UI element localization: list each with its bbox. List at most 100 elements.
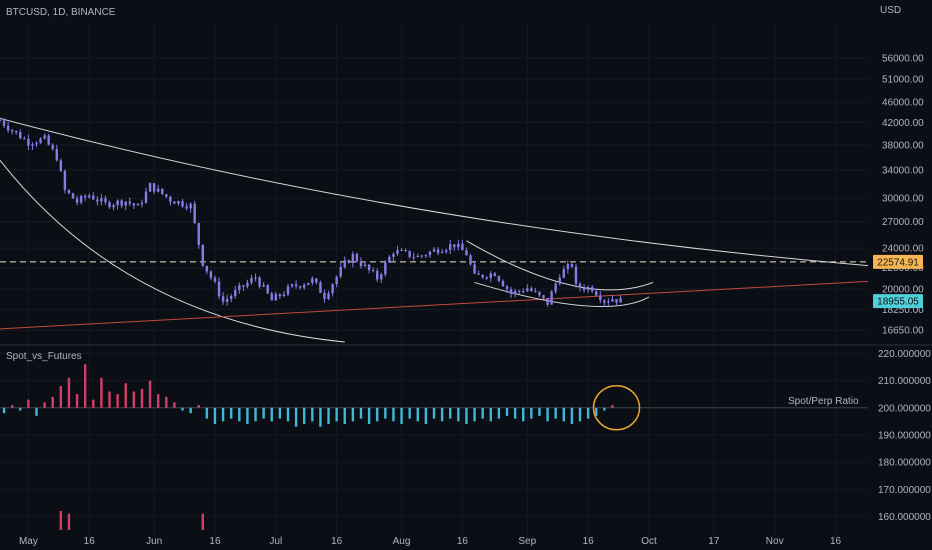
candle-body <box>156 188 160 192</box>
candle-body <box>376 270 379 280</box>
candle-body <box>347 260 351 263</box>
histogram-bar <box>189 407 192 414</box>
trendlines <box>0 117 869 343</box>
histogram-bar <box>311 407 314 422</box>
candle-body <box>335 276 338 285</box>
candle-body <box>489 273 492 279</box>
histogram-bar <box>327 407 330 425</box>
candle-body <box>193 203 196 223</box>
histogram-bar <box>148 380 152 408</box>
histogram-bar <box>465 407 468 425</box>
candle-body <box>161 188 164 195</box>
candle-body <box>104 198 107 203</box>
histogram-bar <box>384 407 387 419</box>
price-tick-label: 51000.00 <box>882 74 924 85</box>
time-tick-label: 16 <box>331 536 343 547</box>
candle-body <box>453 244 456 248</box>
candle-body <box>262 285 265 287</box>
histogram-bar <box>408 407 411 419</box>
histogram-bar <box>457 407 460 422</box>
histogram-bar <box>432 407 436 419</box>
candle-body <box>47 135 50 145</box>
histogram-bar <box>392 407 395 422</box>
histogram-bar <box>254 407 257 422</box>
histogram-bar <box>570 407 574 425</box>
histogram-bar <box>140 388 144 408</box>
price-tick-label: 24000.00 <box>882 244 924 255</box>
histogram-bar <box>83 364 87 408</box>
histogram-bar <box>43 402 46 408</box>
histogram-bar <box>59 386 63 408</box>
histogram-bar <box>578 407 582 422</box>
candle-body <box>217 281 221 297</box>
histogram-bar <box>497 407 501 419</box>
candle-body <box>469 255 472 265</box>
histogram-bar <box>376 407 379 422</box>
time-axis: May 16 Jun 16 Jul 16 Aug 16 Sep 16 Oct 17 Nov 16 <box>19 536 842 547</box>
histogram-bar <box>440 407 444 422</box>
price-tick-label: 46000.00 <box>882 98 924 109</box>
candle-body <box>213 277 217 282</box>
candle-body <box>457 243 460 248</box>
histogram-bar <box>221 407 225 422</box>
time-tick-label: Jun <box>146 536 162 547</box>
level-price-tag-text: 22574.91 <box>877 257 919 268</box>
candle-body <box>619 298 622 303</box>
price-tick-label: 16650.00 <box>882 326 924 337</box>
candle-body <box>75 198 79 203</box>
candle-body <box>611 299 614 302</box>
candle-body <box>35 143 38 145</box>
histogram-bar <box>530 407 533 419</box>
candle-body <box>59 160 63 171</box>
histogram-bar <box>335 407 338 422</box>
candle-body <box>546 297 549 305</box>
currency-label: USD <box>880 5 901 16</box>
histogram-bar <box>522 407 525 422</box>
histogram-bar <box>229 407 233 419</box>
histogram-bar <box>92 399 95 408</box>
candle-body <box>124 201 127 206</box>
candle-body <box>136 204 140 206</box>
candle-body <box>254 277 257 279</box>
histogram-bar <box>303 407 306 425</box>
level-price-tag-box <box>873 254 923 269</box>
histogram-bar <box>51 396 54 408</box>
histogram-bar <box>611 405 614 408</box>
candle-body <box>538 291 541 296</box>
candle-body <box>444 250 448 252</box>
candle-body <box>144 191 148 203</box>
candle-body <box>140 202 144 205</box>
histogram-bar <box>367 407 371 425</box>
histogram-bar <box>173 402 176 408</box>
candle-body <box>570 264 574 267</box>
candle-body <box>371 270 375 272</box>
candle-body <box>517 290 521 292</box>
candle-body <box>238 285 241 291</box>
candle-body <box>55 149 58 161</box>
histogram-bar <box>286 407 290 422</box>
candle-body <box>51 144 54 150</box>
candle-body <box>2 120 6 126</box>
candle-body <box>298 286 302 288</box>
time-tick-label: 16 <box>457 536 469 547</box>
candle-body <box>88 195 91 198</box>
histogram-bar <box>449 407 452 419</box>
candle-body <box>440 251 444 254</box>
histogram-bar <box>181 407 184 411</box>
histogram-spike-bar <box>59 510 63 530</box>
histogram-bar <box>10 405 14 408</box>
price-tags: 22574.91 18955.05 <box>873 254 923 309</box>
histogram-bar <box>595 407 598 416</box>
candle-body <box>15 130 18 133</box>
candle-body <box>177 201 180 204</box>
candle-body <box>169 196 172 202</box>
candle-body <box>449 244 452 251</box>
candle-body <box>477 273 480 275</box>
histogram-tick-label: 220.000000 <box>878 349 931 360</box>
candle-body <box>461 243 464 251</box>
symbol-title: BTCUSD, 1D, BINANCE <box>6 7 116 18</box>
histogram-bar <box>205 407 209 419</box>
candle-body <box>116 200 119 206</box>
price-tick-label: 42000.00 <box>882 118 924 129</box>
candles <box>0 117 622 307</box>
